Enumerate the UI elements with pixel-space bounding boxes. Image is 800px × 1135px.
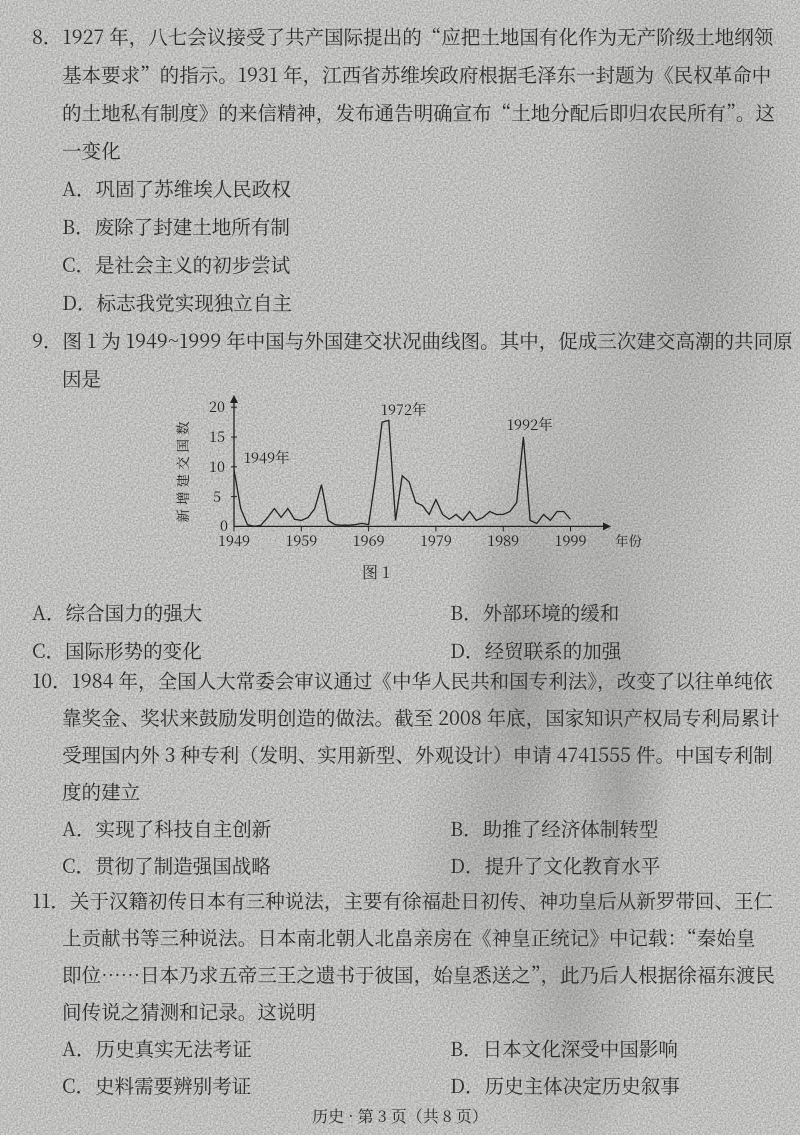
svg-text:新增建交国数: 新增建交国数	[172, 418, 192, 523]
svg-text:1989: 1989	[487, 530, 519, 551]
svg-text:1972年: 1972年	[381, 399, 427, 420]
svg-text:1949年: 1949年	[244, 447, 290, 468]
svg-text:年份: 年份	[615, 530, 643, 550]
svg-text:10: 10	[209, 456, 225, 477]
svg-text:1959: 1959	[285, 530, 317, 551]
svg-text:5: 5	[213, 486, 221, 507]
svg-text:1992年: 1992年	[507, 414, 553, 435]
svg-text:15: 15	[209, 426, 225, 447]
svg-text:1949: 1949	[218, 530, 250, 551]
svg-text:1999: 1999	[555, 530, 587, 551]
svg-text:1979: 1979	[420, 530, 452, 551]
svg-text:1969: 1969	[353, 530, 385, 551]
svg-text:20: 20	[209, 396, 225, 417]
